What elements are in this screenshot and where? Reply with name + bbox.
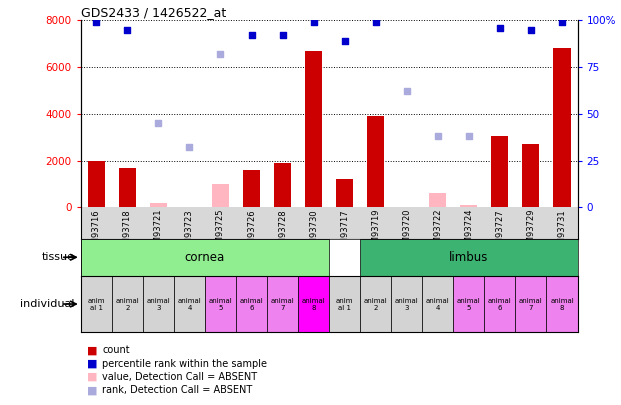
Bar [81,276,112,332]
Text: cornea: cornea [185,251,225,264]
Bar [553,48,571,207]
Point [526,26,536,33]
Text: GSM93716: GSM93716 [92,209,101,255]
Text: animal
4: animal 4 [426,298,450,311]
Text: GSM93724: GSM93724 [465,209,473,254]
Text: GSM93727: GSM93727 [496,209,504,255]
Text: tissue: tissue [42,252,75,262]
Text: animal
3: animal 3 [395,298,419,311]
Bar [391,276,422,332]
Point [91,19,101,26]
Text: GSM93731: GSM93731 [558,209,566,255]
Text: count: count [102,345,130,355]
Bar [298,276,329,332]
Text: animal
7: animal 7 [519,298,543,311]
Bar [243,170,260,207]
Bar [453,276,484,332]
Text: percentile rank within the sample: percentile rank within the sample [102,359,268,369]
Bar [522,144,540,207]
Text: GSM93723: GSM93723 [185,209,194,255]
Text: GDS2433 / 1426522_at: GDS2433 / 1426522_at [81,6,226,19]
Bar [491,136,509,207]
Text: GSM93725: GSM93725 [216,209,225,254]
Text: GSM93729: GSM93729 [527,209,535,254]
Text: GSM93720: GSM93720 [402,209,411,254]
Bar [515,276,546,332]
Text: animal
5: animal 5 [457,298,481,311]
Text: animal
3: animal 3 [147,298,170,311]
Text: ■: ■ [87,386,97,395]
Point [495,24,505,31]
Text: GSM93722: GSM93722 [433,209,442,254]
Point [184,144,194,151]
Point [309,19,319,26]
Bar [305,51,322,207]
Bar [274,163,291,207]
Bar [212,184,229,207]
Text: animal
7: animal 7 [271,298,294,311]
Text: ■: ■ [87,359,97,369]
Text: animal
2: animal 2 [116,298,139,311]
Text: animal
4: animal 4 [178,298,201,311]
Bar [360,276,391,332]
Bar [174,276,205,332]
Text: ■: ■ [87,345,97,355]
Text: animal
2: animal 2 [364,298,388,311]
Text: animal
5: animal 5 [209,298,232,311]
Text: animal
8: animal 8 [302,298,325,311]
Bar [336,179,353,207]
Text: individual: individual [20,299,75,309]
Point [557,19,567,26]
Text: animal
6: animal 6 [488,298,512,311]
Bar [546,276,578,332]
Point [371,19,381,26]
Text: GSM93728: GSM93728 [278,209,287,255]
Point [122,26,132,33]
Bar [360,239,578,276]
Point [402,88,412,95]
Text: GSM93717: GSM93717 [340,209,349,255]
Text: GSM93718: GSM93718 [123,209,132,255]
Bar [112,276,143,332]
Bar [367,116,384,207]
Text: rank, Detection Call = ABSENT: rank, Detection Call = ABSENT [102,386,253,395]
Text: limbus: limbus [449,251,489,264]
Bar [429,193,446,207]
Point [247,32,256,38]
Text: ■: ■ [87,372,97,382]
Point [278,32,288,38]
Bar [422,276,453,332]
Text: GSM93726: GSM93726 [247,209,256,255]
Bar [484,276,515,332]
Text: anim
al 1: anim al 1 [336,298,353,311]
Point [433,133,443,139]
Bar [88,161,105,207]
Bar [460,205,478,207]
Text: GSM93719: GSM93719 [371,209,380,254]
Point [464,133,474,139]
Point [215,51,225,57]
Bar [119,168,136,207]
Text: animal
6: animal 6 [240,298,263,311]
Text: GSM93721: GSM93721 [154,209,163,254]
Point [340,38,350,44]
Bar [81,239,329,276]
Bar [236,276,267,332]
Text: value, Detection Call = ABSENT: value, Detection Call = ABSENT [102,372,258,382]
Point [153,120,163,126]
Bar [143,276,174,332]
Bar [267,276,298,332]
Bar [329,276,360,332]
Bar [205,276,236,332]
Text: animal
8: animal 8 [550,298,574,311]
Bar [150,202,167,207]
Text: anim
al 1: anim al 1 [88,298,105,311]
Text: GSM93730: GSM93730 [309,209,318,255]
